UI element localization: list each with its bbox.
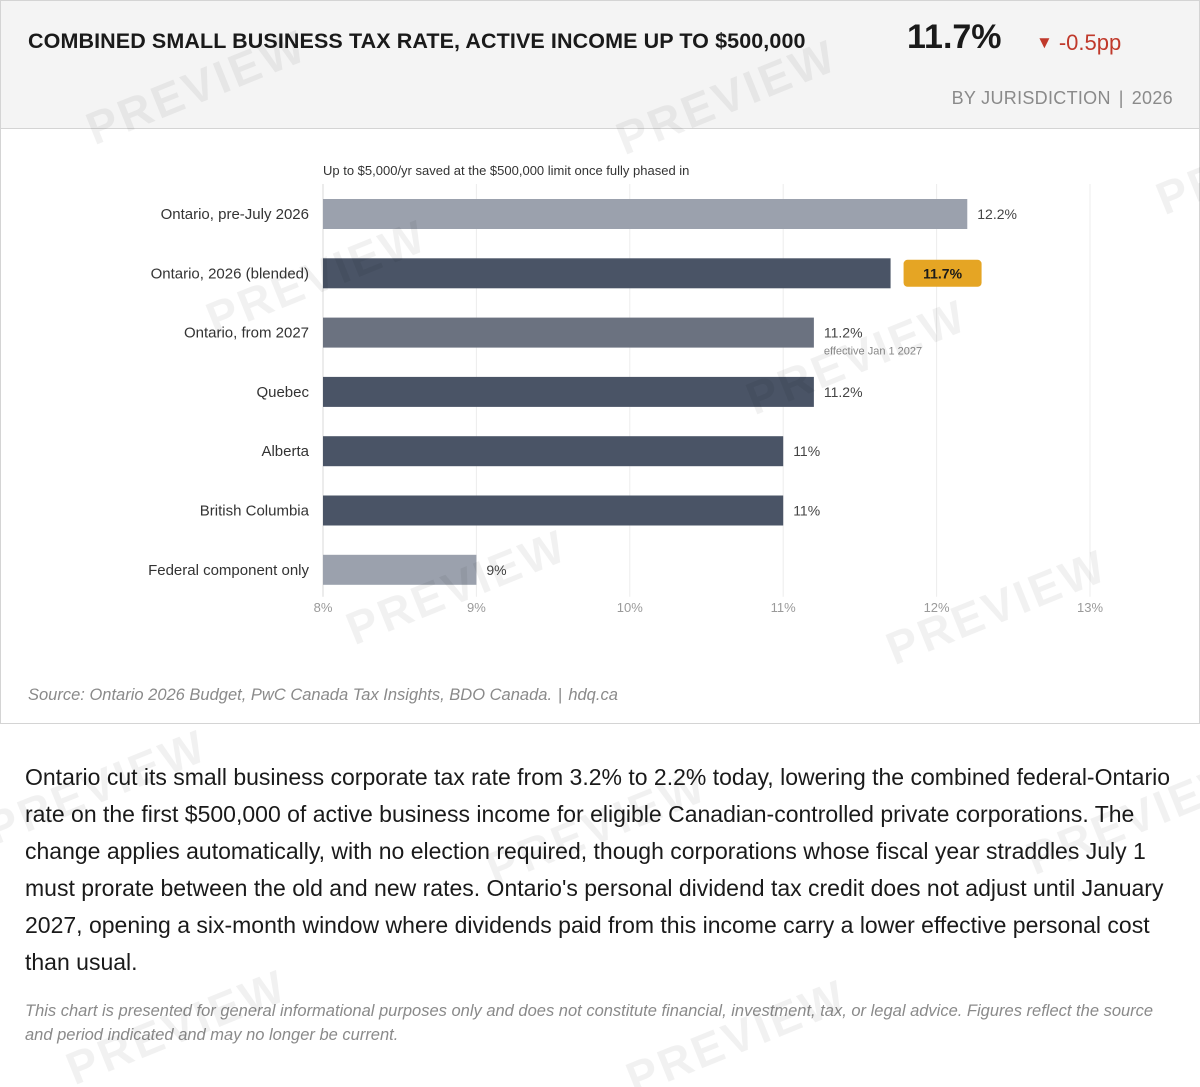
subtitle-dimension: BY JURISDICTION [951, 88, 1111, 108]
x-tick-label: 10% [617, 600, 643, 615]
bar [323, 436, 784, 467]
down-arrow-icon: ▼ [1036, 33, 1053, 52]
data-label: 9% [486, 562, 506, 578]
source-site-link[interactable]: hdq.ca [568, 686, 618, 704]
bar [323, 376, 814, 407]
data-label: 11% [793, 503, 820, 519]
category-label: Federal component only [148, 562, 309, 579]
category-label: Quebec [256, 384, 309, 401]
x-tick-label: 13% [1077, 600, 1103, 615]
disclaimer: This chart is presented for general info… [25, 1002, 1154, 1044]
bar [323, 554, 477, 585]
x-tick-label: 9% [467, 600, 486, 615]
bar-chart: Up to $5,000/yr saved at the $500,000 li… [148, 163, 1103, 615]
x-tick-label: 12% [924, 600, 950, 615]
x-tick-label: 8% [314, 600, 333, 615]
change-value: -0.5pp [1058, 30, 1122, 55]
chart-header: COMBINED SMALL BUSINESS TAX RATE, ACTIVE… [1, 1, 1199, 129]
data-label: 11.2% [824, 325, 863, 341]
chart-source: Source: Ontario 2026 Budget, PwC Canada … [28, 686, 618, 705]
bar [323, 258, 891, 289]
data-label: 11.2% [824, 384, 863, 400]
category-label: Ontario, from 2027 [184, 325, 309, 342]
chart-subtitle: BY JURISDICTION | 2026 [952, 88, 1173, 109]
source-separator: | [558, 686, 563, 704]
bar [323, 317, 814, 348]
data-label: 11.7% [923, 265, 962, 281]
category-label: Ontario, 2026 (blended) [151, 265, 309, 282]
data-note: effective Jan 1 2027 [824, 346, 922, 358]
category-label: British Columbia [200, 503, 310, 520]
subtitle-separator: | [1118, 88, 1124, 108]
x-tick-label: 11% [771, 600, 796, 615]
change-indicator: ▼ -0.5pp [1036, 30, 1121, 56]
chart-card: COMBINED SMALL BUSINESS TAX RATE, ACTIVE… [0, 0, 1200, 724]
highlight-value-badge [903, 259, 982, 287]
category-label: Ontario, pre-July 2026 [161, 206, 309, 223]
subtitle-year: 2026 [1131, 88, 1173, 108]
source-text: Source: Ontario 2026 Budget, PwC Canada … [28, 686, 553, 704]
chart-annotation: Up to $5,000/yr saved at the $500,000 li… [323, 163, 689, 178]
data-label: 11% [793, 443, 820, 459]
article-paragraph: Ontario cut its small business corporate… [25, 764, 1171, 975]
data-label: 12.2% [977, 206, 1017, 222]
bar [323, 495, 784, 526]
headline-value: 11.7% [907, 18, 1002, 56]
chart-title: COMBINED SMALL BUSINESS TAX RATE, ACTIVE… [28, 29, 806, 53]
category-label: Alberta [261, 443, 309, 460]
bar [323, 199, 968, 229]
